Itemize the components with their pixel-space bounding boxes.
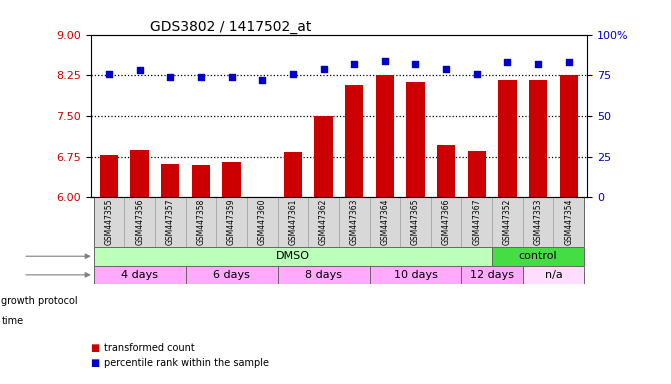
Text: GSM447367: GSM447367 [472,199,481,245]
Text: growth protocol: growth protocol [1,296,78,306]
Bar [529,79,548,197]
Bar [278,266,370,284]
Point [410,61,421,67]
Bar [94,247,492,266]
Text: GSM447352: GSM447352 [503,199,512,245]
Bar [437,145,456,197]
Bar [192,165,210,197]
Point [195,74,206,80]
Text: GSM447360: GSM447360 [258,199,267,245]
Bar [370,266,462,284]
Text: GSM447357: GSM447357 [166,199,174,245]
Text: transformed count: transformed count [104,343,195,353]
Point [318,66,329,72]
Point [165,74,176,80]
Bar [560,75,578,197]
Bar [100,155,118,197]
Text: GDS3802 / 1417502_at: GDS3802 / 1417502_at [150,20,311,33]
Point [103,71,114,77]
Text: GSM447359: GSM447359 [227,199,236,245]
Bar [161,164,179,197]
Point [533,61,544,67]
Text: ■: ■ [91,343,100,353]
Text: 10 days: 10 days [394,270,437,280]
Point [441,66,452,72]
Text: 6 days: 6 days [213,270,250,280]
Text: GSM447361: GSM447361 [289,199,297,245]
Bar [186,266,278,284]
Text: 12 days: 12 days [470,270,514,280]
Bar [284,152,302,197]
Text: 8 days: 8 days [305,270,342,280]
Text: GSM447363: GSM447363 [350,199,359,245]
Bar [523,266,584,284]
Bar [130,150,149,197]
Point [226,74,237,80]
Point [380,58,391,64]
Text: GSM447353: GSM447353 [533,199,543,245]
Text: GSM447362: GSM447362 [319,199,328,245]
Bar [345,85,364,197]
Text: GSM447358: GSM447358 [197,199,205,245]
Text: percentile rank within the sample: percentile rank within the sample [104,358,269,368]
Text: GSM447354: GSM447354 [564,199,573,245]
Text: ■: ■ [91,358,100,368]
Point [502,59,513,65]
Point [134,67,145,73]
Point [472,71,482,77]
Text: GSM447364: GSM447364 [380,199,389,245]
Bar [94,266,186,284]
Text: DMSO: DMSO [276,251,310,261]
Bar [376,75,394,197]
Point [257,77,268,83]
Point [287,71,298,77]
Bar [492,247,584,266]
Bar [499,79,517,197]
Bar [222,162,241,197]
Text: n/a: n/a [545,270,562,280]
Bar [468,151,486,197]
Text: GSM447365: GSM447365 [411,199,420,245]
Point [349,61,360,67]
Text: time: time [1,316,23,326]
Point [564,59,574,65]
Bar [462,266,523,284]
Text: GSM447356: GSM447356 [135,199,144,245]
Text: control: control [519,251,558,261]
Text: 4 days: 4 days [121,270,158,280]
Text: GSM447355: GSM447355 [105,199,113,245]
Bar [314,116,333,197]
Bar [406,82,425,197]
Text: GSM447366: GSM447366 [442,199,451,245]
